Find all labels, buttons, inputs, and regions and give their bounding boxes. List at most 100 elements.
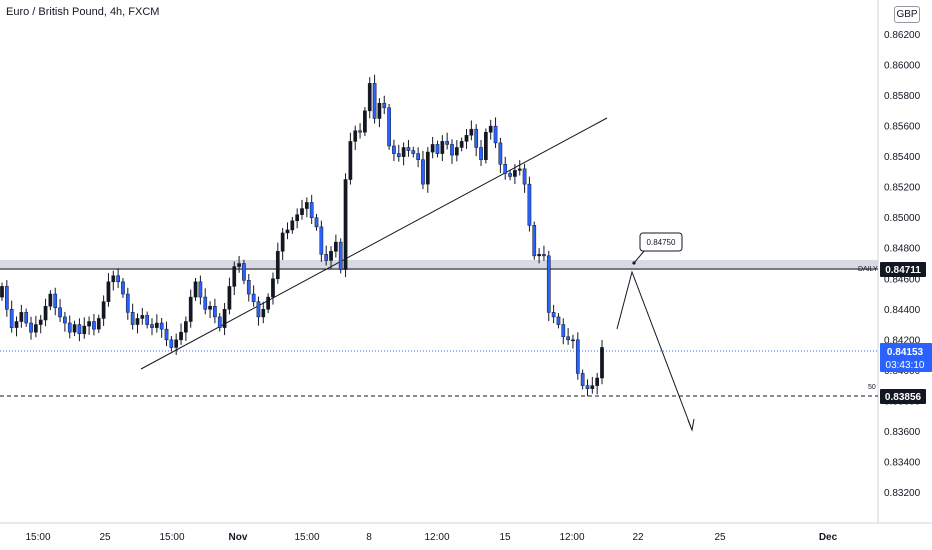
candle-up: [154, 322, 159, 328]
candle-down: [246, 280, 251, 295]
time-axis[interactable]: 15:00 25 15:00 Nov 15:00 8 12:00 15 12:00 22 25 Dec: [25, 532, 837, 543]
price-tag-daily: 0.84711: [880, 262, 926, 277]
price-tick-label: 0.83200: [884, 488, 921, 499]
candle-up: [38, 319, 43, 325]
price-tick-label: 0.83600: [884, 427, 921, 438]
daily-label: DAILY: [858, 266, 878, 273]
candle-down: [493, 125, 498, 144]
candle-up: [193, 281, 198, 298]
svg-text:0.84711: 0.84711: [885, 265, 921, 276]
trendline: [140, 117, 608, 370]
candle-up: [19, 312, 24, 322]
candle-down: [556, 316, 561, 325]
candle-up: [600, 347, 604, 379]
candle-up: [513, 170, 517, 177]
candle-down: [561, 324, 566, 338]
candle-up: [488, 125, 493, 133]
candle-down: [130, 312, 135, 325]
candle-up: [227, 286, 232, 310]
candle-up: [285, 229, 290, 234]
price-tag-level: 0.83856: [880, 389, 926, 404]
candle-up: [459, 141, 464, 148]
candle-up: [96, 318, 101, 330]
candle-down: [445, 141, 450, 145]
candle-up: [484, 131, 488, 160]
candle-down: [508, 173, 512, 177]
candle-up: [304, 202, 309, 209]
chart-title: Euro / British Pound, 4h, FXCM: [6, 6, 160, 18]
candle-down: [522, 168, 527, 185]
candle-up: [334, 241, 338, 252]
candle-down: [9, 309, 14, 328]
callout-box[interactable]: [639, 232, 683, 252]
candle-up: [266, 296, 270, 310]
candle-up: [106, 281, 111, 302]
candle-down: [319, 226, 324, 255]
time-tick-label: Nov: [229, 532, 248, 543]
candle-up: [34, 324, 38, 333]
candle-up: [401, 147, 406, 157]
price-tick-label: 0.85400: [884, 152, 921, 163]
candle-down: [213, 305, 217, 318]
price-tick-label: 0.85800: [884, 91, 921, 102]
price-tick-label: 0.83400: [884, 457, 921, 468]
projection-arrowhead: [687, 418, 695, 432]
candle-down: [4, 286, 9, 310]
candle-down: [116, 275, 120, 283]
candle-up: [367, 83, 372, 112]
candle-up: [261, 309, 266, 318]
time-tick-label: 25: [99, 532, 111, 543]
callout-text: 0.84750: [647, 238, 676, 247]
candle-down: [198, 281, 203, 298]
svg-text:0.83856: 0.83856: [885, 392, 922, 403]
candle-down: [63, 316, 67, 324]
candle-down: [242, 263, 246, 281]
candle-down: [580, 373, 585, 386]
candle-down: [435, 144, 440, 154]
candle-up: [275, 251, 280, 280]
candle-down: [67, 322, 72, 333]
candle-down: [532, 225, 537, 257]
candle-up: [377, 102, 382, 119]
candle-down: [58, 307, 62, 318]
svg-text:0.84153: 0.84153: [887, 347, 924, 358]
candle-down: [372, 83, 377, 119]
candle-down: [314, 217, 319, 228]
time-tick-label: 15: [499, 532, 511, 543]
candle-down: [479, 147, 483, 160]
candle-up: [135, 318, 140, 325]
time-tick-label: 15:00: [159, 532, 184, 543]
candle-up: [353, 130, 358, 142]
currency-badge[interactable]: GBP: [894, 6, 920, 23]
candle-up: [140, 315, 145, 319]
candle-down: [150, 324, 154, 328]
candle-down: [387, 107, 391, 147]
candle-down: [474, 128, 479, 148]
candle-down: [324, 254, 329, 261]
candle-down: [358, 130, 362, 133]
candle-up: [82, 325, 87, 334]
candle-up: [430, 144, 435, 153]
candle-down: [527, 183, 532, 226]
candle-down: [256, 301, 261, 318]
candle-down: [546, 255, 551, 313]
candle-up: [425, 151, 430, 185]
candle-up: [280, 232, 285, 252]
callout-anchor: [632, 261, 636, 265]
price-tick-label: 0.84200: [884, 335, 921, 346]
candle-down: [411, 150, 416, 154]
candle-up: [14, 321, 19, 328]
candle-up: [72, 324, 77, 333]
candle-up: [101, 301, 106, 319]
candle-up: [300, 208, 304, 215]
candle-up: [363, 110, 367, 133]
candle-up: [464, 135, 469, 142]
candle-up: [174, 339, 179, 348]
candle-up: [232, 266, 237, 287]
candle-down: [585, 385, 590, 389]
candle-up: [440, 141, 445, 154]
resistance-zone: [0, 260, 878, 270]
candle-down: [421, 159, 425, 185]
candle-up: [188, 296, 193, 322]
